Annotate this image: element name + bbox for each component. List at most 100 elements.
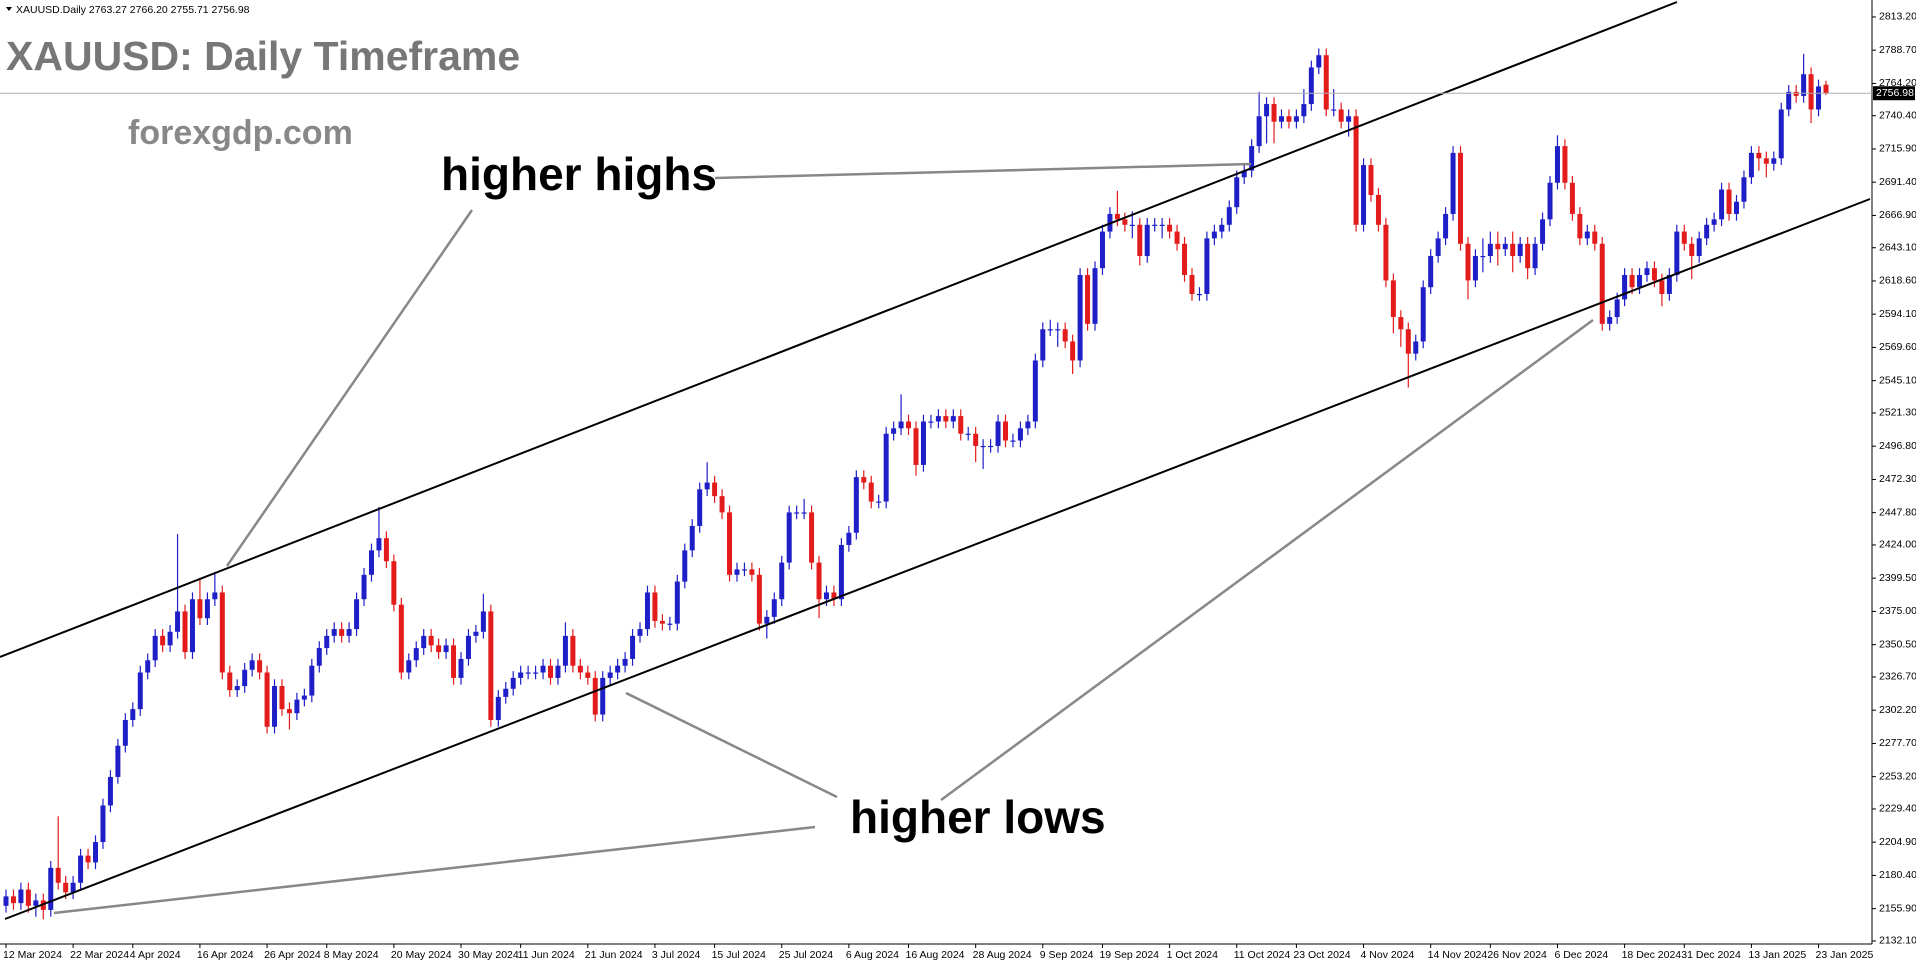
candle-body (1554, 146, 1560, 183)
annotation: higher lows (850, 791, 1106, 843)
candle-body (458, 658, 464, 678)
candle-body (406, 660, 412, 673)
candle-body (704, 482, 710, 490)
candle-body (943, 416, 949, 422)
candle-body (1704, 224, 1710, 239)
candle-body (585, 672, 591, 678)
candle-body (1741, 177, 1747, 202)
upper-channel-line (0, 1, 1678, 658)
candle-body (1450, 152, 1456, 214)
x-tick-label: 9 Sep 2024 (1040, 949, 1094, 961)
candle-body (637, 629, 643, 636)
candle-body (615, 665, 621, 673)
candle-body (257, 660, 263, 673)
candle-body (622, 658, 628, 666)
candle-body (786, 512, 792, 563)
x-tick-label: 13 Jan 2025 (1748, 949, 1806, 961)
candle-body (189, 599, 195, 653)
candle-body (1584, 231, 1590, 239)
candle-body (973, 433, 979, 446)
y-tick-label: 2569.60 (1879, 341, 1916, 353)
candle-body (1778, 109, 1784, 159)
candle-body (1368, 165, 1374, 195)
candle-body (950, 416, 956, 422)
candle-body (1062, 329, 1068, 342)
x-tick-label: 18 Dec 2024 (1622, 949, 1682, 961)
candle-body (1122, 219, 1128, 225)
x-tick-label: 16 Apr 2024 (197, 949, 254, 961)
candle-body (451, 645, 457, 678)
candle-body (1472, 255, 1478, 281)
candle-body (988, 445, 994, 448)
candle-body (1271, 104, 1277, 122)
candle-body (1756, 152, 1762, 159)
y-tick-label: 2691.40 (1879, 176, 1916, 188)
candle-body (719, 496, 725, 513)
candle-body (346, 629, 352, 636)
candle-body (1144, 224, 1150, 256)
candle-body (1085, 274, 1091, 324)
candle-body (883, 433, 889, 502)
candle-body (294, 699, 300, 714)
candle-body (823, 592, 829, 600)
candle-body (1003, 421, 1009, 441)
candle-body (727, 512, 733, 575)
header-icon (6, 7, 12, 11)
x-tick-label: 1 Oct 2024 (1167, 949, 1219, 961)
candle-body (1241, 170, 1247, 178)
candle-body (600, 677, 606, 715)
candle-body (764, 616, 770, 624)
candle-body (85, 855, 91, 863)
candle-body (540, 665, 546, 673)
candle-body (980, 445, 986, 448)
candle-body (1375, 194, 1381, 225)
candle-body (1443, 213, 1449, 239)
candle-body (734, 569, 740, 575)
candle-body (1696, 238, 1702, 256)
candle-body (1055, 329, 1061, 331)
candle-body (965, 433, 971, 435)
candle-body (428, 635, 434, 646)
candle-body (1159, 224, 1165, 226)
candle-body (1196, 293, 1202, 296)
candle-body (1047, 329, 1053, 331)
candle-body (801, 512, 807, 514)
candle-body (361, 574, 367, 600)
candle-body (18, 889, 24, 904)
candle-body (1659, 280, 1665, 294)
y-tick-label: 2204.90 (1879, 836, 1916, 848)
candle-body (697, 489, 703, 526)
candle-body (913, 428, 919, 465)
candle-body (301, 695, 307, 700)
x-tick-label: 4 Apr 2024 (130, 949, 181, 961)
x-tick-label: 26 Apr 2024 (264, 949, 321, 961)
candle-body (891, 428, 897, 434)
y-tick-label: 2132.10 (1879, 935, 1916, 947)
candle-body (838, 544, 844, 600)
candle-body (712, 482, 718, 497)
x-tick-label: 30 May 2024 (458, 949, 519, 961)
candle-body (1532, 243, 1538, 269)
candle-body (1167, 224, 1173, 232)
y-tick-label: 2472.30 (1879, 473, 1916, 485)
candle-body (1174, 231, 1180, 244)
candle-body (398, 604, 404, 673)
candle-body (644, 592, 650, 630)
candle-body (1316, 55, 1322, 68)
candle-body (1495, 243, 1501, 250)
candle-body (689, 525, 695, 551)
y-tick-label: 2277.70 (1879, 737, 1916, 749)
candle-body (1129, 224, 1135, 226)
candle-body (25, 889, 31, 906)
pointer-line (225, 209, 474, 567)
candle-body (771, 599, 777, 617)
candle-body (309, 665, 315, 696)
candle-body (443, 645, 449, 653)
candle-body (1338, 109, 1344, 122)
candle-body (562, 635, 568, 666)
candle-body (152, 635, 158, 661)
candle-body (78, 855, 84, 883)
candle-body (1689, 243, 1695, 256)
candle-body (920, 421, 926, 465)
candle-body (503, 688, 509, 697)
